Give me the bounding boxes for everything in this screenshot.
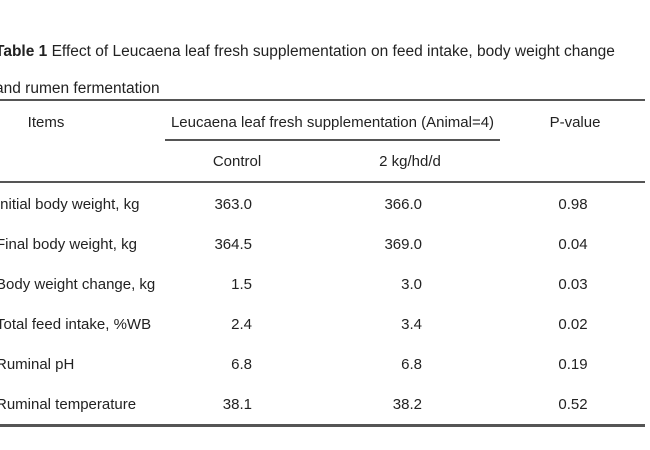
row-label: Ruminal temperature (0, 396, 137, 413)
table-label: Table 1 (0, 43, 48, 60)
table-caption: Table 1 Effect of Leucaena leaf fresh su… (0, 33, 645, 107)
control-value: 364.5 (214, 236, 252, 253)
p-value: 0.02 (558, 316, 588, 333)
p-value: 0.04 (558, 236, 588, 253)
row-label: Total feed intake, %WB (0, 316, 152, 333)
header-group: Leucaena leaf fresh supplementation (Ani… (170, 114, 495, 131)
treatment-value: 369.0 (384, 236, 422, 253)
subheader: 2 kg/hd/d (379, 153, 441, 170)
bottom-rule (0, 424, 645, 427)
header-rule (0, 181, 645, 183)
treatment-value: 38.2 (392, 396, 422, 413)
control-value: 38.1 (222, 396, 252, 413)
row-label: Ruminal pH (0, 356, 75, 373)
p-value: 0.03 (558, 276, 588, 293)
treatment-value: 3.0 (401, 276, 422, 293)
group-rule (165, 139, 500, 141)
treatment-value: 6.8 (401, 356, 422, 373)
top-rule (0, 99, 645, 101)
p-value: 0.52 (558, 396, 588, 413)
control-value: 2.4 (231, 316, 252, 333)
treatment-value: 3.4 (401, 316, 422, 333)
row-label: Initial body weight, kg (0, 196, 140, 213)
treatment-value: 366.0 (384, 196, 422, 213)
p-value: 0.98 (558, 196, 588, 213)
header-items: Items (27, 114, 65, 131)
p-value: 0.19 (558, 356, 588, 373)
control-value: 6.8 (231, 356, 252, 373)
row-label: Body weight change, kg (0, 276, 156, 293)
header-p-value: P-value (549, 114, 601, 131)
control-value: 363.0 (214, 196, 252, 213)
row-label: Final body weight, kg (0, 236, 137, 253)
caption-text: Effect of Leucaena leaf fresh supplement… (0, 43, 615, 97)
control-value: 1.5 (231, 276, 252, 293)
subheader: Control (212, 153, 262, 170)
